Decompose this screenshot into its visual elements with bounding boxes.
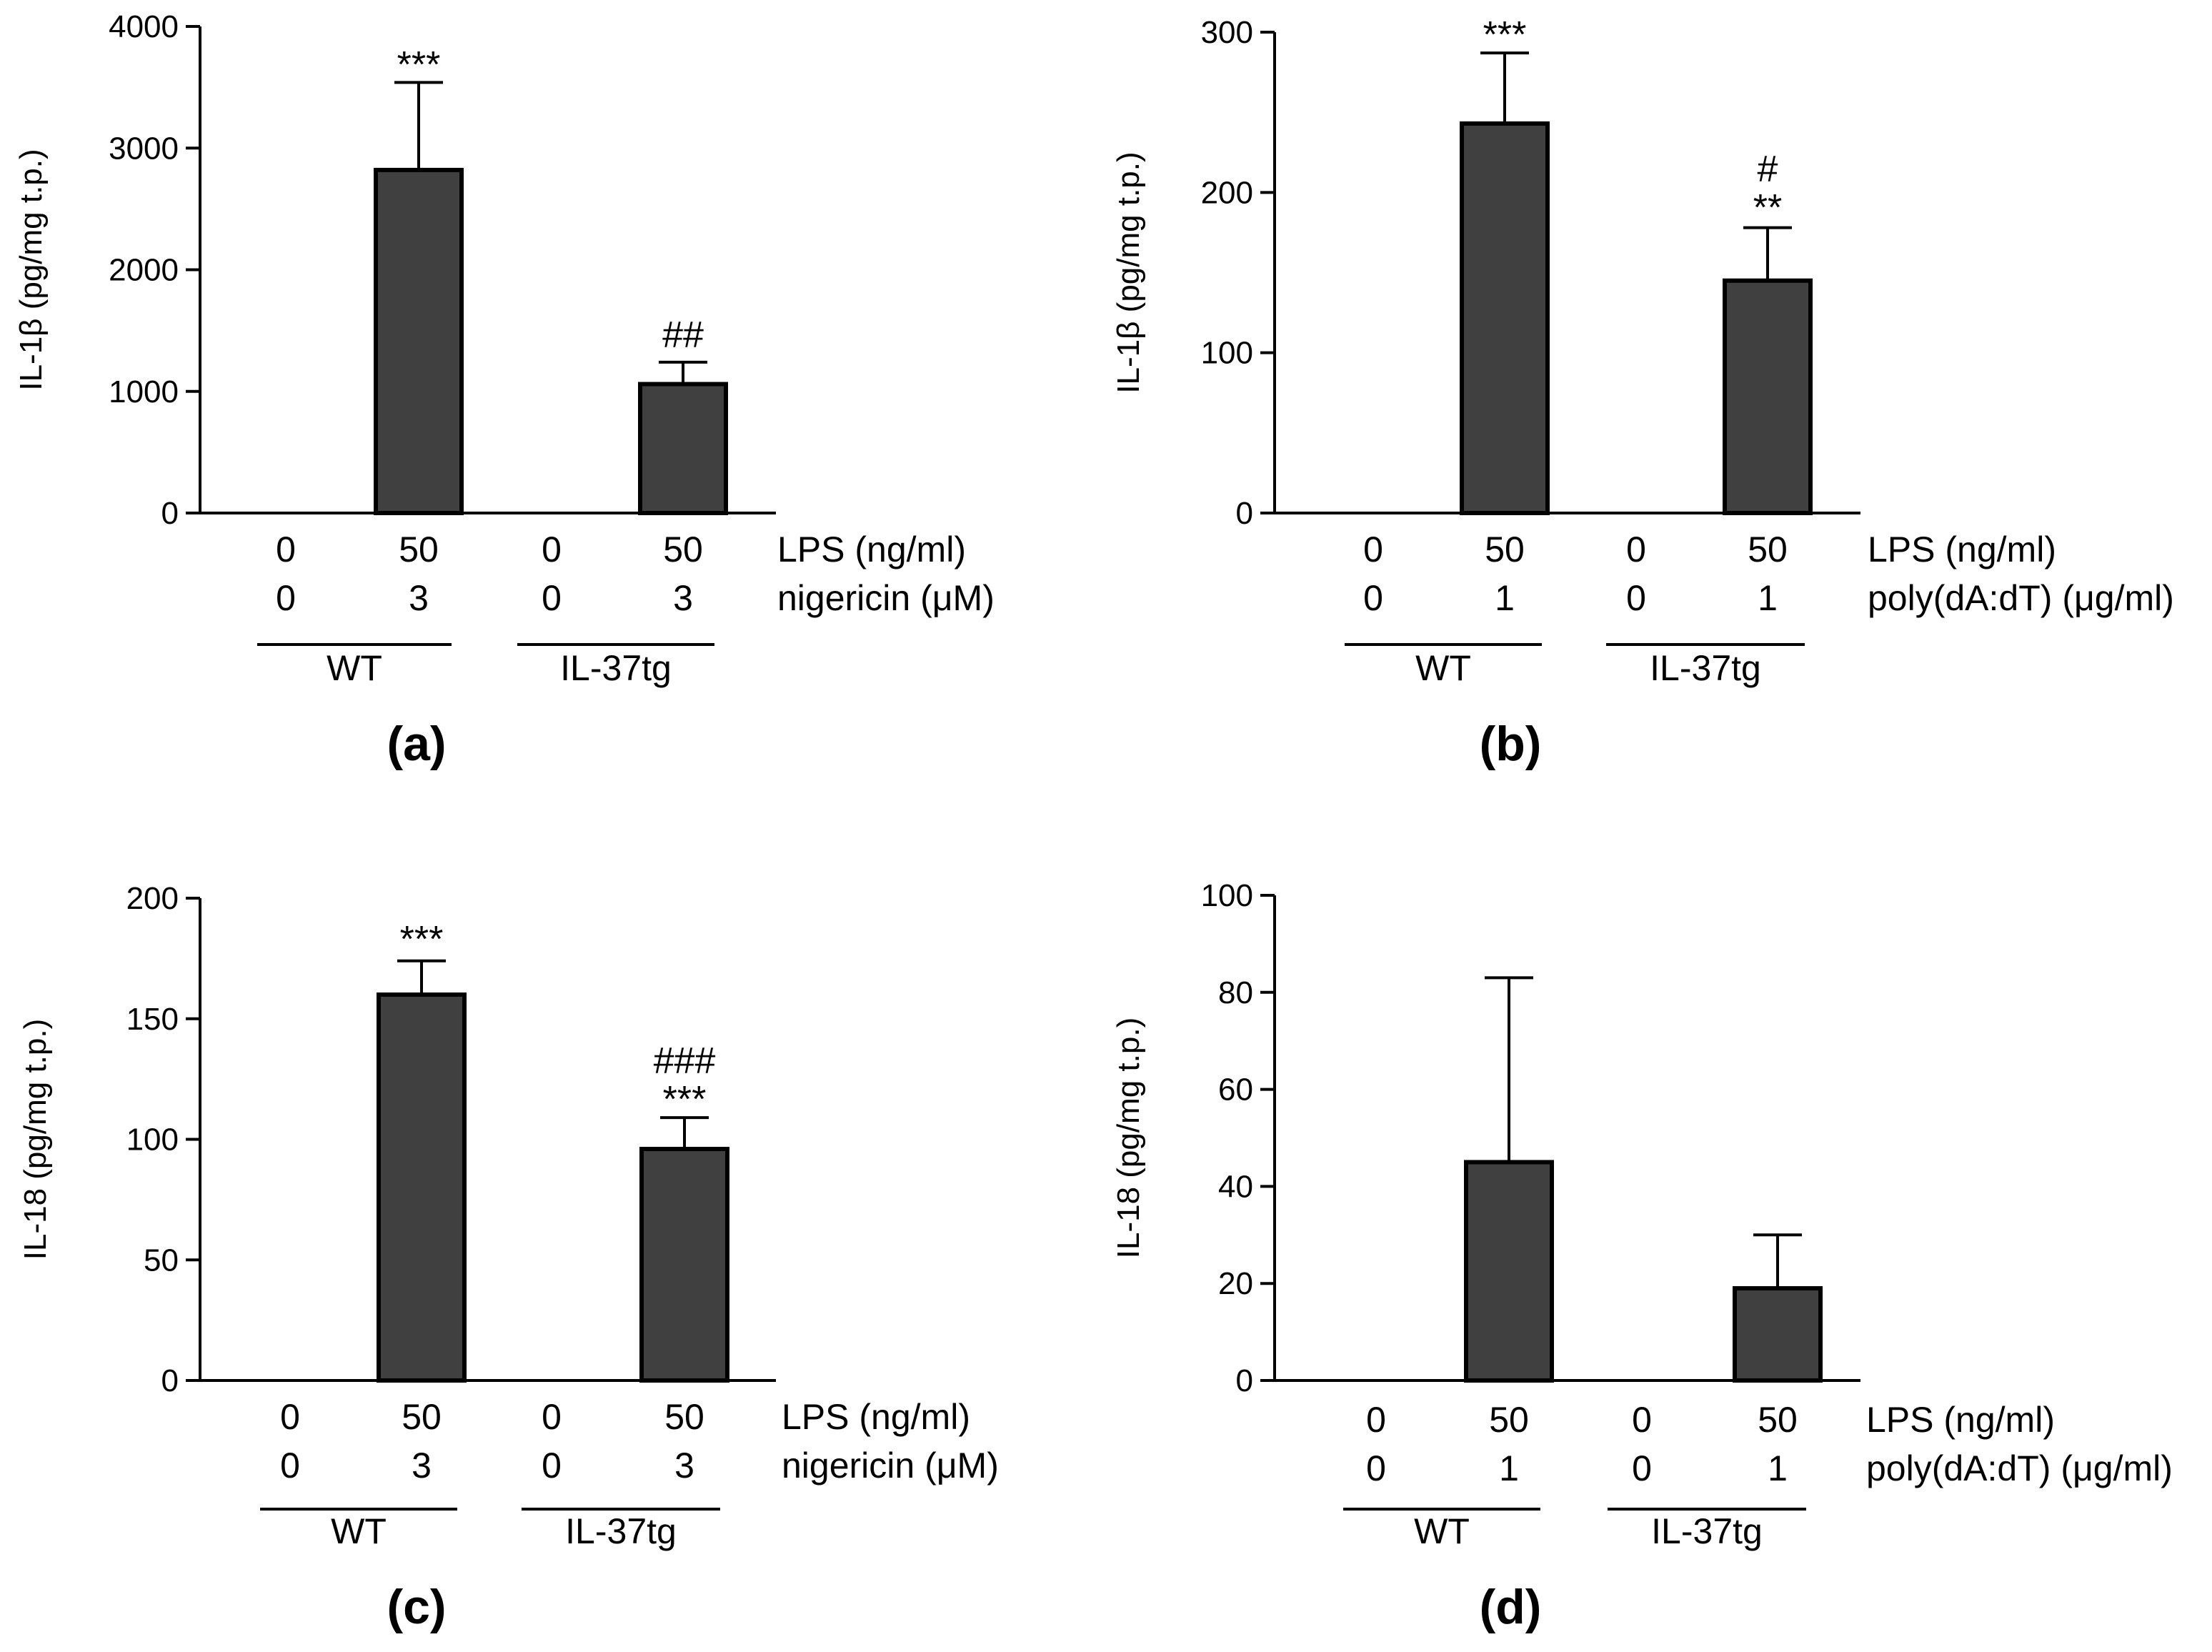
y-tick-label: 300 [1201, 15, 1253, 50]
condition-label: LPS (ng/ml) [777, 529, 966, 569]
condition-value: 0 [1626, 578, 1646, 618]
significance-label: *** [663, 1079, 707, 1120]
y-axis-label: IL-18 (pg/mg t.p.) [1111, 1017, 1146, 1258]
condition-value: 0 [1366, 1448, 1386, 1488]
y-tick-label: 80 [1218, 975, 1253, 1010]
condition-value: 0 [280, 1446, 300, 1486]
condition-value: 0 [1632, 1448, 1652, 1488]
condition-value: 0 [1363, 529, 1383, 569]
y-tick-label: 200 [126, 881, 179, 916]
significance-label: *** [400, 919, 444, 960]
y-tick-label: 100 [1201, 878, 1253, 913]
condition-value: 1 [1495, 578, 1515, 618]
bar [377, 992, 467, 1383]
condition-value: 50 [399, 529, 439, 569]
condition-label: poly(dA:dT) (μg/ml) [1866, 1448, 2173, 1488]
y-tick-label: 100 [126, 1123, 179, 1158]
y-axis-label: IL-1β (pg/mg t.p.) [14, 149, 49, 390]
bar [1460, 121, 1550, 515]
condition-label: LPS (ng/ml) [782, 1397, 970, 1437]
condition-value: 50 [1485, 529, 1525, 569]
significance-label: ** [1753, 187, 1782, 229]
condition-value: 50 [1758, 1400, 1798, 1440]
y-tick-label: 2000 [109, 253, 179, 288]
condition-value: 0 [1366, 1400, 1386, 1440]
y-axis-label: IL-18 (pg/mg t.p.) [18, 1019, 53, 1260]
condition-value: 50 [663, 529, 703, 569]
condition-value: 50 [1748, 529, 1788, 569]
condition-value: 0 [1626, 529, 1646, 569]
condition-label: LPS (ng/ml) [1868, 529, 2056, 569]
y-tick-label: 20 [1218, 1266, 1253, 1301]
condition-label: poly(dA:dT) (μg/ml) [1868, 578, 2174, 618]
y-tick-label: 60 [1218, 1073, 1253, 1108]
bar [1733, 1285, 1823, 1383]
condition-value: 0 [280, 1397, 300, 1437]
y-axis-label: IL-1β (pg/mg t.p.) [1111, 151, 1146, 393]
condition-value: 0 [542, 1397, 562, 1437]
bar [639, 1147, 729, 1383]
y-tick-label: 0 [161, 1363, 179, 1398]
group-label: IL-37tg [560, 648, 672, 688]
condition-value: 0 [276, 578, 296, 618]
group-label: IL-37tg [565, 1511, 677, 1551]
condition-label: nigericin (μM) [777, 578, 995, 618]
significance-label: *** [1483, 14, 1527, 56]
condition-value: 0 [1363, 578, 1383, 618]
group-label: WT [327, 648, 382, 688]
y-tick-label: 0 [161, 496, 179, 531]
y-tick-label: 50 [144, 1243, 179, 1278]
y-tick-label: 0 [1236, 496, 1253, 531]
significance-label: *** [397, 44, 441, 86]
significance-label: ### [654, 1040, 716, 1082]
bar [1723, 278, 1813, 515]
condition-value: 1 [1768, 1448, 1788, 1488]
group-label: IL-37tg [1650, 648, 1761, 688]
panel-label: (a) [387, 717, 446, 771]
significance-label: # [1758, 149, 1778, 190]
condition-value: 1 [1499, 1448, 1519, 1488]
panel-label: (d) [1480, 1580, 1542, 1634]
bar [638, 382, 728, 515]
panel-label: (b) [1480, 717, 1542, 771]
y-tick-label: 40 [1218, 1169, 1253, 1204]
condition-value: 3 [674, 1446, 694, 1486]
condition-value: 0 [542, 529, 562, 569]
condition-value: 0 [542, 1446, 562, 1486]
condition-value: 0 [542, 578, 562, 618]
y-tick-label: 150 [126, 1002, 179, 1037]
y-tick-label: 4000 [109, 9, 179, 44]
significance-label: ## [662, 314, 704, 356]
condition-value: 1 [1758, 578, 1778, 618]
condition-label: nigericin (μM) [782, 1446, 999, 1486]
y-tick-label: 1000 [109, 374, 179, 409]
y-tick-label: 200 [1201, 175, 1253, 210]
y-tick-label: 100 [1201, 336, 1253, 371]
group-label: WT [331, 1511, 387, 1551]
y-tick-label: 0 [1236, 1363, 1253, 1398]
condition-value: 50 [664, 1397, 704, 1437]
condition-label: LPS (ng/ml) [1866, 1400, 2055, 1440]
condition-value: 50 [1489, 1400, 1529, 1440]
group-label: WT [1415, 648, 1471, 688]
condition-value: 50 [402, 1397, 442, 1437]
group-label: IL-37tg [1651, 1511, 1763, 1551]
panel-label: (c) [387, 1580, 446, 1634]
bar [1464, 1160, 1554, 1383]
condition-value: 0 [276, 529, 296, 569]
condition-value: 3 [412, 1446, 432, 1486]
condition-value: 3 [673, 578, 693, 618]
group-label: WT [1414, 1511, 1470, 1551]
condition-value: 0 [1632, 1400, 1652, 1440]
bar [374, 167, 464, 516]
y-tick-label: 3000 [109, 131, 179, 166]
condition-value: 3 [409, 578, 429, 618]
